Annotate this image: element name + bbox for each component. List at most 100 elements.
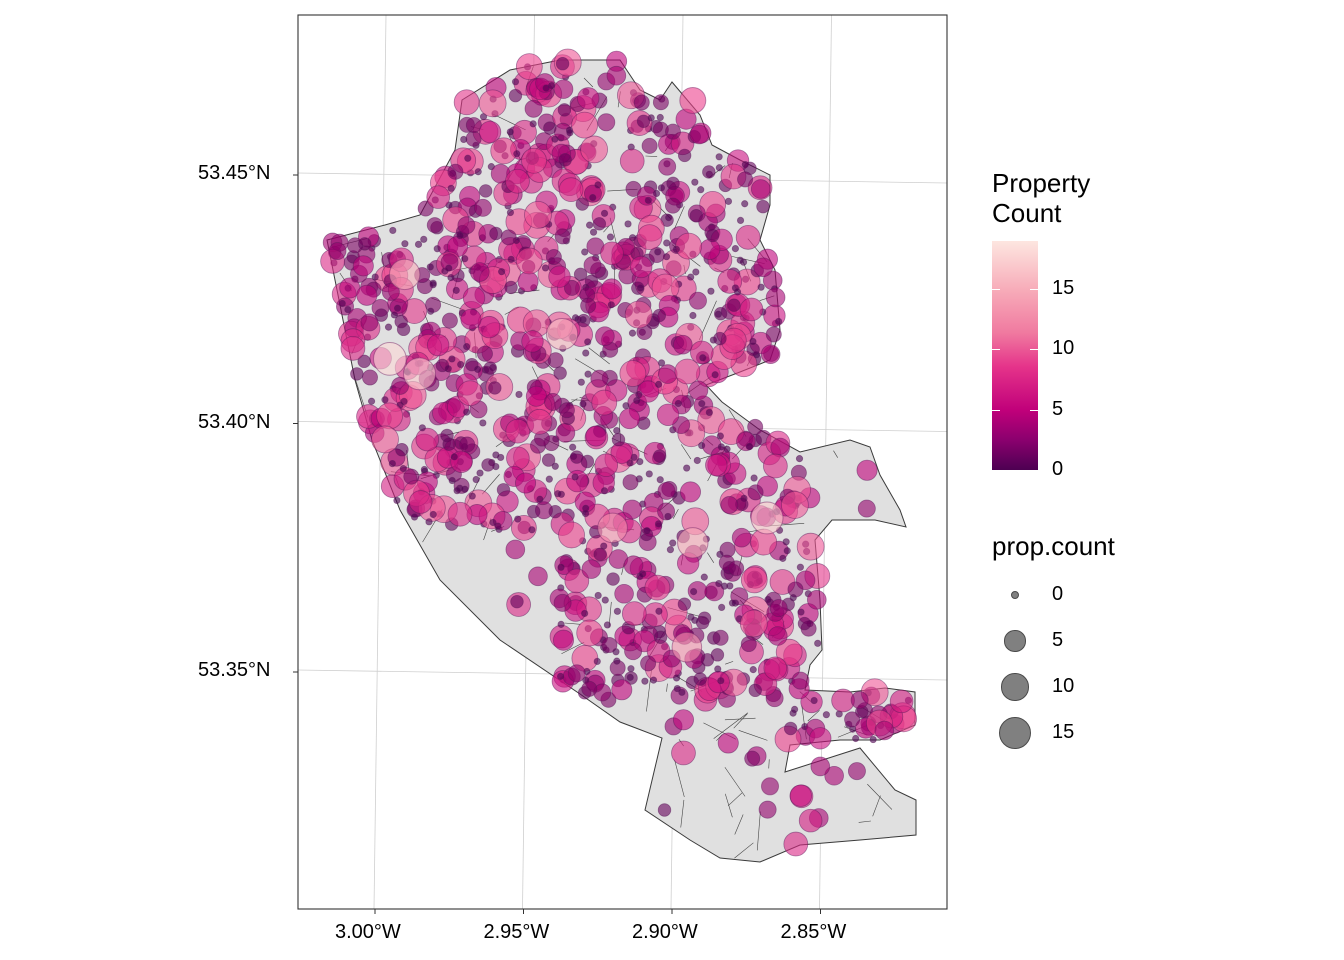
panel-border [297,14,948,910]
boundary-line [588,347,610,365]
data-point [705,408,713,417]
data-point [711,371,719,379]
data-point [657,481,676,500]
data-point [714,665,722,673]
data-point [581,248,589,256]
boundary-line [867,783,893,810]
data-point [644,574,671,601]
x-tick-label: 2.90°W [632,921,698,943]
data-point [350,367,364,381]
data-point [699,238,721,260]
data-point [649,676,658,684]
data-point [524,99,543,118]
data-point [645,470,653,478]
data-point [612,648,620,656]
data-point [481,458,495,472]
data-point [589,228,598,236]
data-point [426,185,450,209]
data-point [688,380,709,401]
size-legend-key [1001,673,1029,701]
data-point [473,198,492,217]
data-point [652,189,661,198]
data-point [580,135,608,164]
data-point [498,268,506,276]
data-point [551,462,559,470]
data-point [506,446,530,471]
data-point [810,696,818,705]
data-point [476,345,493,362]
data-point [593,547,607,562]
data-point [789,709,797,717]
data-point [521,147,547,174]
data-point [551,135,559,143]
data-point [619,148,645,174]
data-point [403,468,420,485]
data-point [713,331,727,346]
data-point [737,171,754,188]
data-point [652,449,667,463]
data-point [636,458,644,466]
data-point [657,184,666,192]
boundary-line [583,77,594,88]
data-point [765,326,782,343]
data-point [600,241,624,266]
data-point [489,226,503,241]
data-point [579,400,587,408]
data-point [441,312,458,329]
data-point [728,560,745,577]
data-point [692,268,700,276]
x-tick-label: 2.85°W [780,921,847,943]
data-point [338,299,346,308]
data-point [569,443,577,451]
data-point [414,240,423,248]
data-point [442,437,456,451]
data-point [403,357,437,391]
data-point [452,286,460,294]
data-point [525,385,547,407]
data-point [356,284,378,306]
color-bar-tick [1030,349,1038,351]
data-point [739,297,764,322]
data-point [736,256,744,264]
data-point [594,591,602,600]
data-point [824,765,844,786]
data-point [592,217,607,231]
data-point [663,239,671,247]
data-point [505,418,531,444]
data-point [869,735,877,744]
data-point [344,305,352,314]
data-point [750,179,771,199]
data-point [474,365,482,373]
data-point [601,596,609,604]
data-point [844,711,861,728]
data-point [654,248,662,256]
data-point [358,237,372,251]
data-point [563,279,580,296]
data-point [590,369,609,388]
y-tick-label: 53.45°N [198,162,271,184]
data-point [775,317,783,326]
data-point [656,113,664,122]
color-legend-label: 10 [1052,337,1075,360]
data-point [589,194,597,202]
data-point [655,607,663,615]
data-point [658,157,677,176]
data-point [558,521,585,549]
data-point [673,334,693,355]
color-legend-label: 15 [1052,277,1075,300]
data-point [707,287,715,295]
data-point [760,777,780,796]
data-point [795,455,804,463]
data-point [781,491,809,519]
data-point [672,674,681,682]
data-point [553,366,567,380]
data-point [643,527,651,535]
data-point [575,197,590,211]
data-point [492,451,500,459]
data-point [459,436,476,453]
data-point [583,256,602,275]
data-point [448,476,456,485]
data-point [689,124,710,145]
color-legend-title-line1: Property [992,168,1091,198]
